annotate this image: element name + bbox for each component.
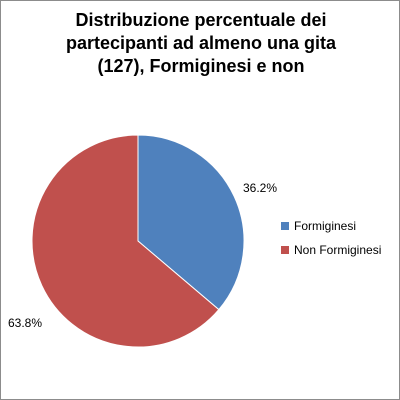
data-label-formiginesi: 36.2% bbox=[243, 181, 277, 195]
data-label-non-formiginesi: 63.8% bbox=[8, 316, 42, 330]
pie-slice-non-formiginesi bbox=[31, 134, 220, 348]
pie-slice-formiginesi bbox=[137, 134, 245, 311]
chart-title-line-1: Distribuzione percentuale dei bbox=[75, 10, 327, 30]
legend-item-formiginesi: Formiginesi bbox=[281, 218, 381, 234]
legend-item-non-formiginesi: Non Formiginesi bbox=[281, 242, 381, 258]
chart-title-line-3: (127), Formiginesi e non bbox=[97, 56, 305, 76]
chart-title: Distribuzione percentuale dei partecipan… bbox=[21, 9, 381, 78]
legend-swatch-formiginesi bbox=[281, 222, 289, 230]
legend-swatch-non-formiginesi bbox=[281, 246, 289, 254]
legend: Formiginesi Non Formiginesi bbox=[281, 218, 381, 266]
legend-label-formiginesi: Formiginesi bbox=[294, 219, 357, 233]
legend-label-non-formiginesi: Non Formiginesi bbox=[294, 243, 382, 257]
chart-title-line-2: partecipanti ad almeno una gita bbox=[65, 33, 337, 53]
